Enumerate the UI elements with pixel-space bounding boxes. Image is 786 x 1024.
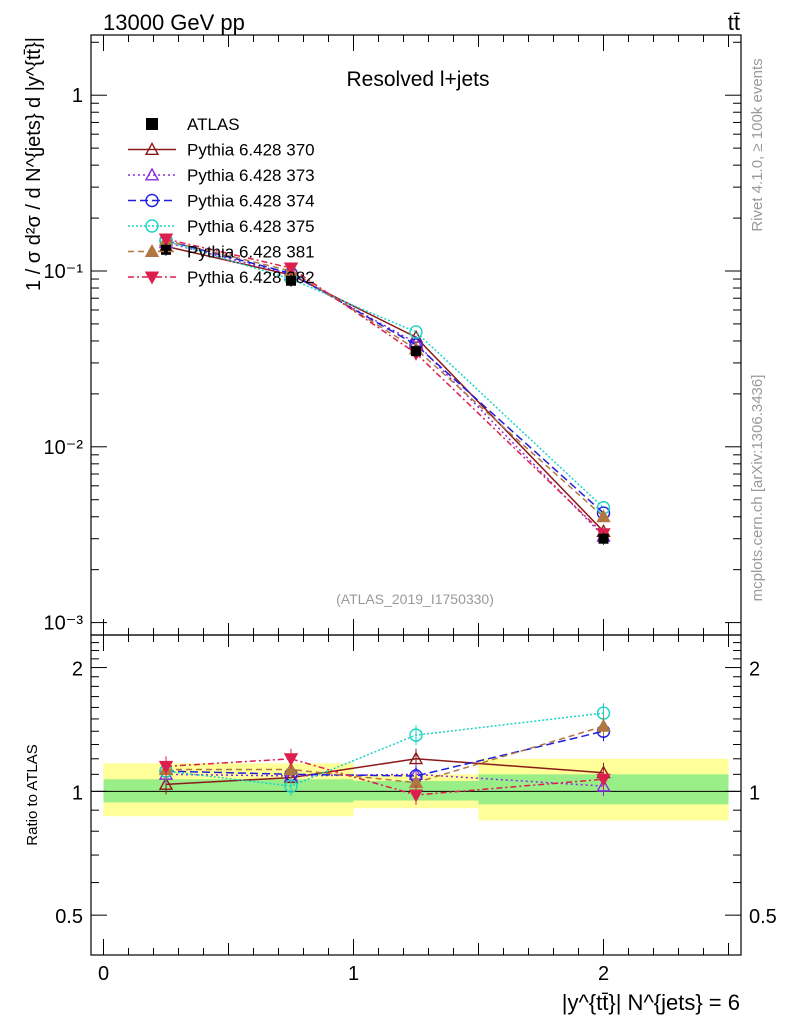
panel-title: Resolved l+jets: [347, 68, 490, 91]
series-point-ratio: [283, 753, 299, 767]
legend-label: Pythia 6.428 370: [187, 141, 315, 160]
y-tick-label: 10⁻³: [44, 613, 84, 635]
series-line-main: [165, 245, 605, 532]
legend-label: Pythia 6.428 373: [187, 166, 315, 185]
series-line-ratio: [165, 712, 604, 787]
rivet-label: Rivet 4.1.0, ≥ 100k events: [749, 58, 766, 231]
y-axis-label-main: 1 / σ d²σ / d N^{jets} d |y^{tt̄}|: [23, 37, 45, 291]
legend-label: Pythia 6.428 381: [187, 243, 315, 262]
reference-point: [411, 346, 421, 357]
legend-marker: [145, 219, 159, 233]
x-tick-label: 0: [98, 963, 109, 985]
series-point-ratio: [596, 718, 611, 732]
ratio-tick-label-right: 2: [749, 659, 760, 681]
y-tick-label: 10⁻²: [44, 437, 84, 459]
series-point-ratio: [408, 789, 424, 803]
series-point-ratio: [283, 762, 299, 776]
legend-marker: [144, 271, 160, 285]
legend-marker: [144, 167, 160, 181]
y-tick-label: 1: [72, 85, 83, 107]
series-point-ratio: [158, 760, 174, 774]
legend: ATLAS Pythia 6.428 370 Pythia 6.428 373 Pyt…: [128, 115, 315, 287]
legend-marker: [144, 142, 160, 156]
legend-label: Pythia 6.428 375: [187, 217, 315, 236]
legend-label: Pythia 6.428 382: [187, 268, 315, 287]
ratio-series-layer: [158, 703, 611, 805]
ratio-panel-frame: [90, 634, 742, 956]
series-line-ratio: [166, 725, 604, 784]
series-line-ratio: [165, 758, 604, 786]
legend-label: Pythia 6.428 374: [187, 192, 315, 211]
series-point-ratio: [596, 773, 611, 787]
x-axis-label: |y^{tt̄}| N^{jets} = 6: [562, 990, 740, 1015]
series-point-main: [409, 325, 423, 339]
ratio-tick-label-left: 0.5: [55, 906, 83, 928]
reference-point: [598, 533, 609, 544]
mcplots-label: mcplots.cern.ch [arXiv:1306.3436]: [749, 375, 766, 602]
reference-point: [286, 275, 296, 286]
series-line-main: [165, 240, 605, 509]
legend-marker: [145, 193, 159, 208]
process-label: tt̄: [728, 10, 740, 35]
ratio-tick-label-right: 1: [749, 782, 760, 804]
y-tick-label: 10⁻¹: [44, 261, 84, 283]
series-point-ratio: [408, 751, 424, 765]
main-series-layer: [158, 233, 611, 545]
series-point-ratio: [596, 778, 611, 792]
legend-marker: [146, 118, 158, 130]
series-point-ratio: [284, 779, 298, 793]
y-axis-label-ratio: Ratio to ATLAS: [24, 744, 41, 845]
ratio-tick-label-left: 2: [72, 659, 83, 681]
x-tick-label: 1: [348, 963, 359, 985]
legend-label: ATLAS: [187, 115, 240, 134]
series-point-ratio: [409, 728, 423, 742]
series-point-ratio: [158, 776, 174, 790]
series-line-main: [165, 241, 605, 537]
series-line-ratio: [165, 730, 604, 777]
series-point-main: [596, 509, 611, 523]
analysis-id: (ATLAS_2019_I1750330): [336, 591, 494, 607]
ratio-tick-label-right: 0.5: [749, 906, 777, 928]
x-tick-label: 2: [598, 963, 609, 985]
series-point-main: [283, 262, 299, 276]
series-line-main: [165, 239, 605, 518]
axis-ticks: 10⁻³ 10⁻² 10⁻¹ 1 0.5 0.5 1 1 2 2 0 1 2: [44, 35, 777, 985]
energy-label: 13000 GeV pp: [103, 10, 245, 35]
series-line-main: [165, 239, 605, 514]
reference-point: [161, 244, 171, 255]
ratio-tick-label-left: 1: [72, 782, 83, 804]
legend-marker: [144, 244, 160, 257]
series-point-main: [158, 233, 174, 247]
series-line-main: [165, 238, 605, 535]
